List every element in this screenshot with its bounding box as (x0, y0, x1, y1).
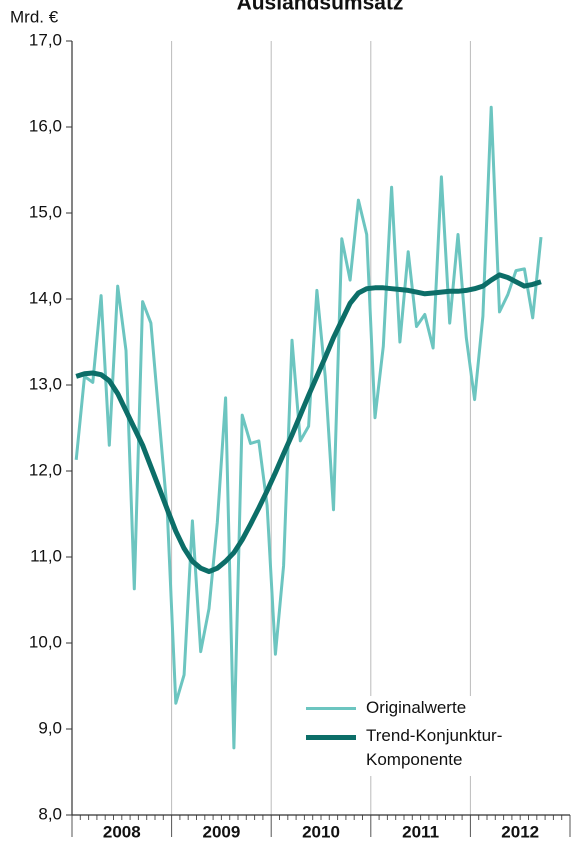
y-tick-label: 16,0 (29, 116, 62, 135)
y-tick-label: 12,0 (29, 460, 62, 479)
y-tick-label: 8,0 (38, 804, 62, 823)
x-group-label: 2010 (302, 822, 340, 841)
x-group-label: 2012 (501, 822, 539, 841)
legend-label: Trend-Konjunktur-Komponente (366, 726, 503, 769)
series-line (75, 272, 542, 575)
legend: Originalwerte Trend-Konjunktur-Komponente (306, 696, 566, 776)
legend-item: Trend-Konjunktur-Komponente (306, 724, 566, 772)
y-tick-label: 13,0 (29, 374, 62, 393)
y-tick-label: 9,0 (38, 718, 62, 737)
y-tick-label: 11,0 (30, 546, 62, 565)
y-axis-label: Mrd. € (10, 7, 59, 26)
y-tick-label: 14,0 (29, 288, 62, 307)
y-tick-label: 17,0 (29, 30, 62, 49)
legend-swatch (306, 707, 356, 710)
y-tick-label: 10,0 (29, 632, 62, 651)
legend-label: Originalwerte (366, 698, 467, 717)
chart-title: Auslandsumsatz (237, 0, 404, 15)
x-group-label: 2011 (402, 822, 439, 841)
x-group-label: 2009 (202, 822, 240, 841)
series-line (74, 105, 543, 750)
legend-item: Originalwerte (306, 696, 566, 720)
x-group-label: 2008 (103, 822, 141, 841)
y-tick-label: 15,0 (29, 202, 62, 221)
legend-swatch (306, 735, 356, 740)
